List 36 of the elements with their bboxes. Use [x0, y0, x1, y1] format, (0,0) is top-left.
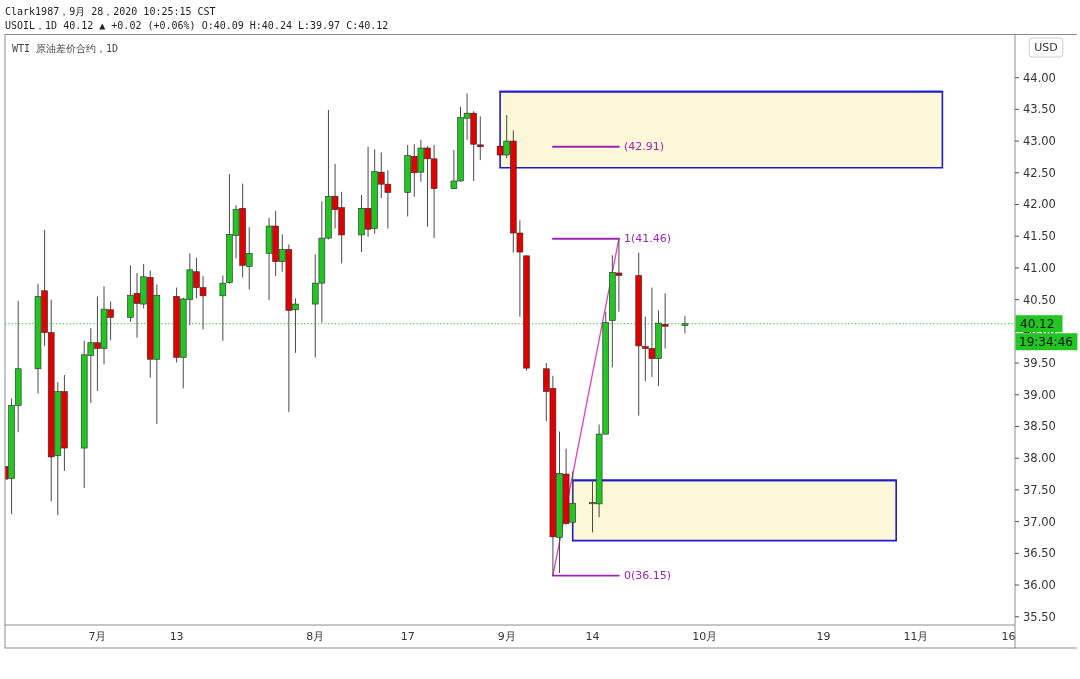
y-tick-label: 43.00 [1023, 134, 1056, 149]
x-tick-label: 7月 [88, 630, 107, 643]
chart-subtitle: USOIL，1D 40.12 ▲ +0.02 (+0.06%) O:40.09 H:40.24 L:39.97 C:40.12 [5, 19, 389, 31]
y-tick-label: 38.50 [1023, 419, 1056, 434]
annotation: WTI 原油差价合约，1D [12, 43, 119, 54]
y-tick-label: 37.00 [1023, 514, 1056, 529]
x-tick-label: 11月 [903, 630, 929, 643]
y-axis-title: USD [1034, 41, 1058, 54]
y-tick-label: 39.00 [1023, 387, 1056, 402]
y-tick-label: 44.00 [1023, 70, 1056, 85]
series-label: (42.91) [623, 140, 664, 154]
y-tick-label: 43.50 [1023, 102, 1056, 117]
x-tick-label: 19 [816, 630, 831, 643]
y-tick-label: 35.50 [1023, 609, 1056, 624]
x-tick-label: 16 [1001, 630, 1016, 643]
y-tick-label: 37.50 [1023, 482, 1056, 497]
x-tick-label: 14 [585, 630, 600, 643]
y-tick-label: 42.00 [1023, 197, 1056, 212]
y-tick-label: 40.50 [1023, 292, 1056, 307]
x-tick-label: 10月 [692, 630, 718, 643]
y-tick-label: 38.00 [1023, 451, 1056, 466]
x-tick-label: 13 [169, 630, 184, 643]
y-tick-label: 36.50 [1023, 546, 1056, 561]
y-tick-label: 41.50 [1023, 229, 1056, 244]
series-label: 0(36.15) [623, 569, 671, 583]
chart-title: Clark1987，9月 28，2020 10:25:15 CST [5, 5, 216, 17]
x-tick-label: 17 [400, 630, 415, 643]
x-tick-label: 8月 [306, 630, 325, 643]
y-tick-label: 36.00 [1023, 578, 1056, 593]
ref-line-label: 40.12 [1020, 316, 1055, 331]
y-tick-label: 39.50 [1023, 356, 1056, 371]
text: 19:34:46 [1019, 334, 1073, 349]
y-tick-label: 41.00 [1023, 260, 1056, 275]
series-label: 1(41.46) [623, 232, 671, 246]
y-tick-label: 42.50 [1023, 165, 1056, 180]
x-tick-label: 9月 [497, 630, 516, 643]
